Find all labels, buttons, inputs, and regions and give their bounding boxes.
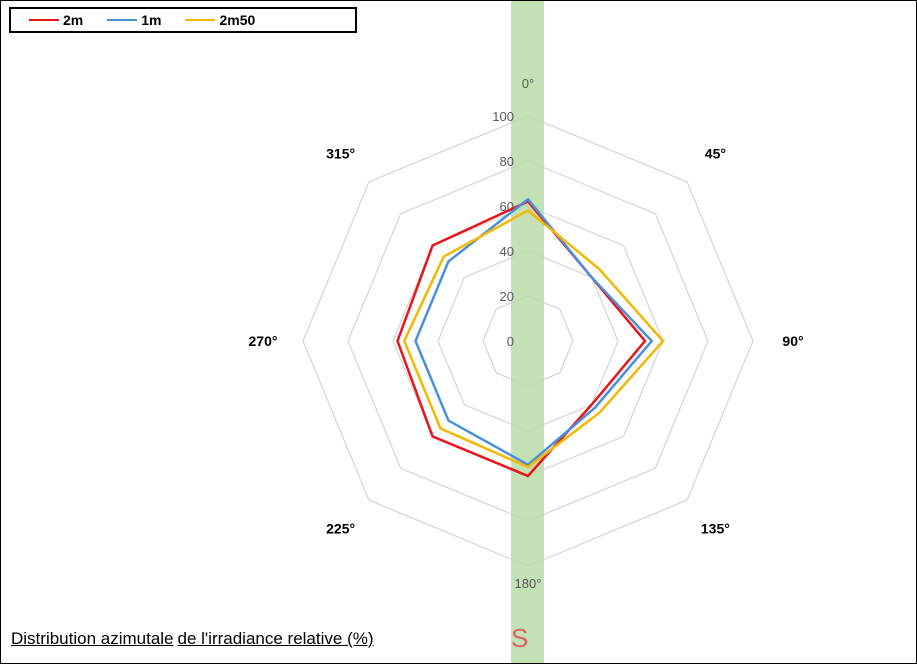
legend-label-1m: 1m <box>141 12 162 28</box>
south-band <box>511 1 544 663</box>
legend-swatch-2m <box>29 19 59 21</box>
axis-label-90deg: 90° <box>782 333 803 349</box>
legend-swatch-2m50 <box>185 19 216 21</box>
axis-label-315deg: 315° <box>326 146 355 162</box>
chart-caption: Distribution azimutale de l'irradiance re… <box>11 629 374 649</box>
series-line-2m <box>396 199 647 478</box>
legend-swatch-1m <box>107 19 138 21</box>
legend-label-2m50: 2m50 <box>219 12 256 28</box>
axis-label-270deg: 270° <box>249 333 278 349</box>
axis-label-45deg: 45° <box>705 146 726 162</box>
radial-tick-label-0: 0 <box>507 334 514 349</box>
south-marker: S <box>511 623 529 653</box>
legend: 2m 1m 2m50 <box>9 7 357 33</box>
legend-label-2m: 2m <box>63 12 84 28</box>
axis-label-0deg: 0° <box>522 76 534 91</box>
legend-item-1m: 1m <box>107 12 161 28</box>
caption-part2: de l'irradiance relative (%) <box>177 629 374 648</box>
legend-item-2m: 2m <box>29 12 83 28</box>
legend-item-2m50: 2m50 <box>185 12 255 28</box>
axis-label-225deg: 225° <box>326 520 355 536</box>
caption-part1: Distribution azimutale <box>11 629 174 648</box>
axis-label-135deg: 135° <box>701 520 730 536</box>
radial-tick-label-20: 20 <box>500 289 514 304</box>
series-line-2m50 <box>402 208 665 469</box>
radial-tick-label-80: 80 <box>500 154 514 169</box>
axis-label-180deg: 180° <box>515 576 542 591</box>
radial-tick-label-40: 40 <box>500 244 514 259</box>
series-line-1m <box>414 197 654 467</box>
radial-tick-label-100: 100 <box>492 109 514 124</box>
